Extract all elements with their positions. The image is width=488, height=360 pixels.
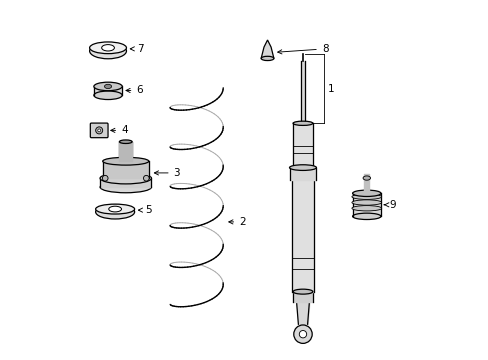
Ellipse shape — [94, 91, 122, 100]
Ellipse shape — [362, 176, 370, 180]
Ellipse shape — [104, 84, 111, 89]
Circle shape — [143, 175, 149, 181]
Text: 9: 9 — [384, 200, 396, 210]
Circle shape — [299, 330, 306, 338]
Text: 7: 7 — [130, 44, 143, 54]
FancyBboxPatch shape — [90, 123, 108, 138]
Text: 5: 5 — [138, 205, 152, 215]
Ellipse shape — [351, 200, 381, 205]
Ellipse shape — [89, 42, 126, 54]
Ellipse shape — [289, 165, 316, 170]
Ellipse shape — [351, 206, 381, 211]
Text: 1: 1 — [327, 84, 334, 94]
Ellipse shape — [102, 157, 148, 165]
Ellipse shape — [100, 172, 151, 184]
Ellipse shape — [119, 140, 132, 144]
Ellipse shape — [100, 181, 151, 193]
Ellipse shape — [96, 205, 134, 219]
Text: 4: 4 — [111, 125, 127, 135]
Ellipse shape — [89, 43, 126, 59]
Text: 2: 2 — [228, 217, 245, 227]
Ellipse shape — [108, 206, 121, 212]
Circle shape — [96, 127, 102, 134]
Ellipse shape — [352, 190, 380, 197]
Ellipse shape — [351, 194, 381, 199]
Circle shape — [293, 325, 311, 343]
Polygon shape — [261, 40, 273, 58]
Ellipse shape — [102, 45, 114, 51]
Circle shape — [98, 129, 101, 132]
Text: 3: 3 — [154, 168, 180, 178]
Ellipse shape — [261, 56, 273, 60]
Ellipse shape — [94, 82, 122, 91]
Ellipse shape — [96, 204, 134, 214]
Text: 8: 8 — [277, 44, 328, 54]
Ellipse shape — [292, 289, 312, 294]
Ellipse shape — [292, 121, 312, 125]
Text: 6: 6 — [126, 85, 142, 95]
Circle shape — [102, 175, 108, 181]
Ellipse shape — [352, 213, 380, 220]
